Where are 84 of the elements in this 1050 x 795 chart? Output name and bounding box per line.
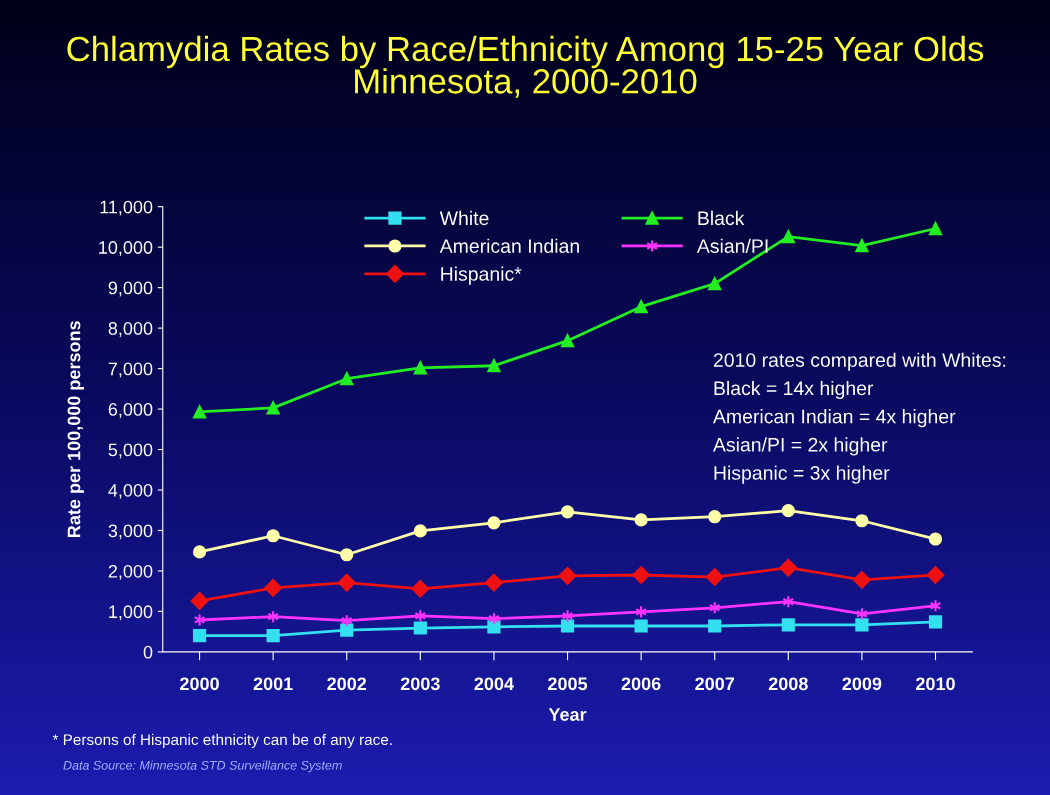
y-tick-label: 0 (143, 645, 153, 659)
point (781, 230, 795, 244)
point (340, 372, 354, 386)
y-tick-label: 11,000 (100, 200, 153, 216)
point (708, 619, 722, 633)
point (781, 618, 795, 632)
annotation: Asian/PI = 2x higher (712, 437, 888, 456)
y-tick-label: 10,000 (99, 241, 153, 257)
point (413, 361, 427, 375)
x-axis-title: Year (548, 708, 587, 721)
x-tick-label: 2009 (842, 677, 882, 691)
x-tick-label: 2007 (695, 677, 735, 691)
x-tick-label: 2003 (400, 677, 440, 691)
y-tick-label: 5,000 (108, 443, 153, 459)
x-tick-label: 2002 (327, 677, 367, 691)
point (411, 579, 430, 598)
point (337, 573, 356, 592)
point (264, 579, 283, 597)
x-tick-label: 2008 (768, 677, 808, 691)
y-tick-label: 8,000 (108, 322, 153, 337)
point (413, 621, 427, 635)
point (340, 548, 354, 562)
x-tick-label: 2000 (180, 677, 219, 691)
y-axis-title: Rate per 100,000 persons (67, 321, 84, 537)
point (853, 570, 871, 589)
y-tick-label: 3,000 (108, 524, 153, 540)
point (634, 513, 648, 527)
text: * Persons of Hispanic ethnicity can be of any race. (52, 733, 392, 749)
point (855, 618, 869, 632)
x-tick-label: 2001 (253, 677, 293, 691)
point (266, 529, 280, 543)
x-tick-label: 2004 (474, 677, 514, 691)
annotation: Black = 14x higher (714, 380, 874, 400)
point (928, 532, 943, 546)
point (561, 609, 574, 623)
y-tick-label: 7,000 (108, 362, 153, 378)
point (560, 505, 575, 519)
point (632, 566, 651, 584)
x-tick-label: 2006 (621, 677, 661, 691)
point (487, 620, 501, 634)
y-tick-label: 1,000 (109, 605, 153, 621)
point (413, 524, 427, 538)
legend-label: American Indian (439, 238, 579, 253)
point (266, 629, 280, 643)
point (708, 277, 722, 291)
point (928, 221, 943, 236)
point (560, 619, 575, 633)
y-tick-label: 6,000 (108, 403, 153, 418)
annotation: American Indian = 4x higher (712, 409, 956, 428)
annotation: 2010 rates compared with Whites: (713, 352, 1006, 371)
point (926, 566, 945, 584)
point (634, 300, 648, 314)
y-tick-label: 4,000 (108, 483, 153, 499)
point (340, 623, 354, 637)
point (708, 510, 722, 524)
point (560, 334, 575, 348)
point (558, 566, 577, 585)
point (779, 558, 798, 577)
point (192, 629, 207, 643)
point (487, 516, 501, 530)
point (705, 568, 724, 586)
y-tick-label: 2,000 (108, 564, 153, 580)
point (192, 545, 207, 559)
legend-label: Hispanic* (441, 266, 522, 285)
point (928, 615, 943, 629)
point (929, 599, 942, 613)
x-tick-label: 2005 (548, 677, 588, 691)
source-note: Data Source: Minnesota STD Surveillance System (63, 760, 342, 773)
legend-label: Asian/PI (696, 238, 768, 253)
chart-title: Chlamydia Rates by Race/Ethnicity Among 15-25 Year Olds Minnesota, 2000-2010 (67, 35, 984, 98)
point (192, 405, 207, 419)
legend-label: White (439, 210, 489, 226)
point (781, 504, 795, 518)
point (266, 401, 280, 415)
point (634, 619, 648, 633)
point (487, 359, 501, 373)
point (485, 573, 503, 592)
point (855, 514, 869, 528)
y-tick-label: 9,000 (108, 281, 153, 297)
point (855, 238, 869, 253)
annotation: Hispanic = 3x higher (714, 465, 890, 484)
legend-label: Black (698, 210, 745, 226)
point (190, 592, 209, 610)
x-tick-label: 2010 (916, 677, 955, 691)
